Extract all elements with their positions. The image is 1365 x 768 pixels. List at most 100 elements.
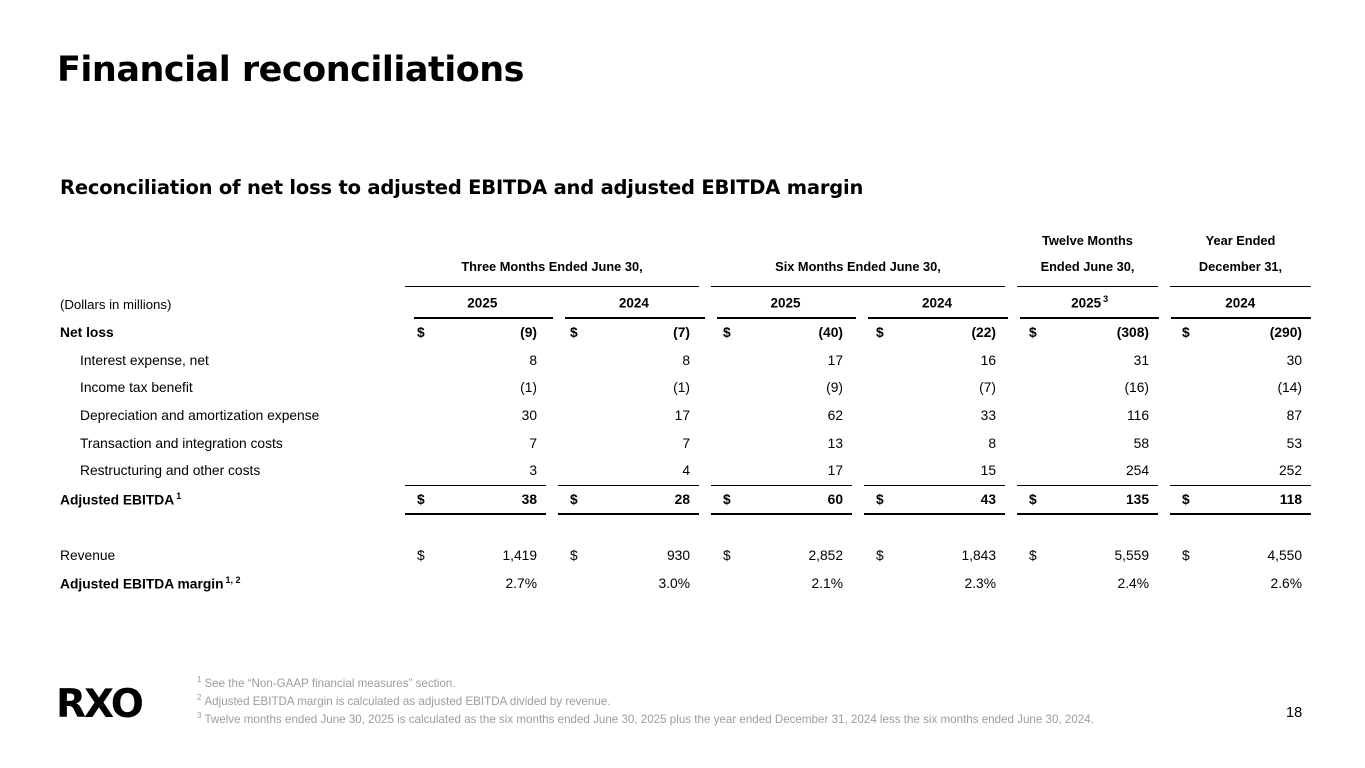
value-cell: 13: [711, 429, 852, 457]
cell-value: 31: [1133, 352, 1149, 368]
cell-value: 8: [988, 435, 996, 451]
table-header-groups: Three Months Ended June 30, Six Months E…: [60, 228, 1311, 287]
footnote: 3 Twelve months ended June 30, 2025 is ca…: [197, 709, 1237, 727]
cell-value: (40): [818, 324, 843, 340]
currency-symbol: $: [723, 491, 731, 507]
cell-value: (290): [1269, 324, 1302, 340]
value-cell: (9): [711, 374, 852, 402]
year-column-header: 2024: [565, 287, 705, 319]
cell-value: 1,843: [961, 547, 996, 563]
cell-value: 135: [1125, 491, 1149, 507]
table-header-years: (Dollars in millions) 2025 2024 2025 202…: [60, 287, 1311, 319]
value-cell: 17: [558, 402, 699, 430]
value-cell: $ (7): [558, 319, 699, 347]
cell-value: 7: [529, 435, 537, 451]
cell-value: (9): [520, 324, 537, 340]
units-note: (Dollars in millions): [60, 296, 172, 312]
value-cell: 252: [1170, 457, 1311, 485]
cell-value: 87: [1286, 407, 1302, 423]
table-row: Transaction and integration costs 7 7 13 8 58…: [60, 429, 1311, 457]
group-label: Six Months Ended June 30,: [775, 259, 941, 274]
cell-value: 252: [1278, 463, 1302, 479]
currency-symbol: $: [1182, 324, 1190, 340]
value-cell: 8: [405, 346, 546, 374]
cell-value: 254: [1125, 463, 1149, 479]
row-label: Adjusted EBITDA margin 1, 2: [60, 574, 241, 592]
column-group-three-months: Three Months Ended June 30,: [405, 254, 699, 287]
value-cell: $60: [711, 484, 852, 515]
currency-symbol: $: [723, 547, 731, 563]
cell-value: 2.3%: [964, 575, 996, 591]
year-superscript: 3: [1103, 294, 1109, 304]
group-label: December 31,: [1198, 259, 1283, 274]
cell-value: 60: [827, 491, 843, 507]
value-cell: $4,550: [1170, 542, 1311, 570]
cell-value: 15: [980, 463, 996, 479]
footnote-superscript: 3: [197, 710, 202, 720]
cell-value: 4: [682, 463, 690, 479]
footnote-text: See the “Non-GAAP financial measures” se…: [204, 676, 456, 690]
cell-value: (14): [1277, 380, 1302, 396]
cell-value: 17: [827, 463, 843, 479]
group-label: Twelve Months: [1042, 233, 1133, 248]
cell-value: 38: [521, 491, 537, 507]
cell-value: 17: [827, 352, 843, 368]
year-label: 2025: [1071, 295, 1102, 311]
label-superscript: 1: [176, 491, 182, 502]
value-cell: $2,852: [711, 542, 852, 570]
currency-symbol: $: [570, 491, 578, 507]
value-cell: $ (9): [405, 319, 546, 347]
value-cell: 53: [1170, 429, 1311, 457]
value-cell: $ (40): [711, 319, 852, 347]
page-number: 18: [1286, 705, 1303, 721]
value-cell: 7: [405, 429, 546, 457]
year-column-header: 2025: [716, 287, 857, 319]
table-body: Net loss $ (9) $ (7) $ (40) $ (22) $ (308) $ (290) In…: [60, 319, 1311, 598]
value-cell: 16: [864, 346, 1005, 374]
currency-symbol: $: [570, 547, 578, 563]
year-label: 2025: [770, 295, 801, 311]
cell-value: 3: [529, 463, 537, 479]
value-cell: 2.1%: [711, 569, 852, 597]
cell-value: (9): [826, 380, 843, 396]
value-cell: 15: [864, 457, 1005, 485]
footnote-superscript: 1: [197, 675, 202, 684]
table-row: Revenue $1,419 $930 $2,852 $1,843 $5,559 $4,55…: [60, 542, 1311, 570]
reconciliation-table: Three Months Ended June 30, Six Months E…: [60, 228, 1311, 597]
value-cell: 3.0%: [558, 569, 699, 597]
footnote-text: Twelve months ended June 30, 2025 is cal…: [204, 712, 1094, 726]
value-cell: 62: [711, 402, 852, 430]
cell-value: (16): [1124, 380, 1149, 396]
currency-symbol: $: [876, 547, 884, 563]
cell-value: 7: [682, 435, 690, 451]
cell-value: 8: [529, 352, 537, 368]
value-cell: $930: [558, 542, 699, 570]
value-cell: 254: [1017, 457, 1158, 485]
currency-symbol: $: [1029, 547, 1037, 563]
value-cell: 8: [864, 429, 1005, 457]
value-cell: 8: [558, 346, 699, 374]
cell-value: 13: [827, 435, 843, 451]
value-cell: $ (22): [864, 319, 1005, 347]
year-label: 2025: [467, 295, 498, 311]
footnote-text: Adjusted EBITDA margin is calculated as …: [204, 694, 611, 708]
cell-value: 16: [980, 352, 996, 368]
year-column-header: 2024: [1171, 287, 1311, 319]
cell-value: 28: [674, 491, 690, 507]
cell-value: 2.1%: [811, 575, 843, 591]
column-group-six-months: Six Months Ended June 30,: [711, 254, 1005, 287]
value-cell: $ (308): [1017, 319, 1158, 347]
row-label: Revenue: [60, 547, 116, 563]
row-label: Transaction and integration costs: [80, 435, 283, 451]
value-cell: $118: [1170, 484, 1311, 515]
column-group-year-ended: Year Ended December 31,: [1170, 228, 1311, 287]
year-label: 2024: [922, 295, 953, 311]
currency-symbol: $: [417, 491, 425, 507]
cell-value: 58: [1133, 435, 1149, 451]
value-cell: 2.7%: [405, 569, 546, 597]
currency-symbol: $: [417, 547, 425, 563]
value-cell: $28: [558, 484, 699, 515]
cell-value: 8: [682, 352, 690, 368]
value-cell: (7): [864, 374, 1005, 402]
